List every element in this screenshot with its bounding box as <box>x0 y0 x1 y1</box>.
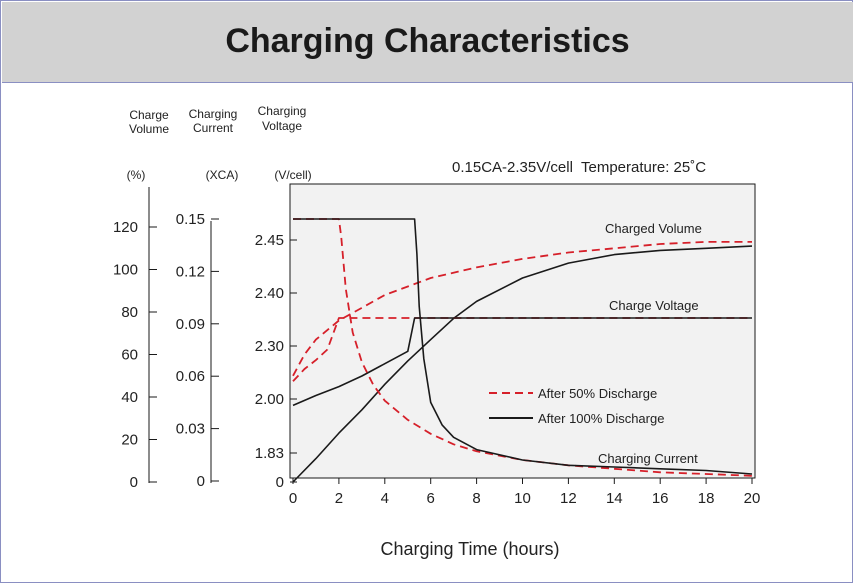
voltage-tick-label: 2.00 <box>255 391 284 408</box>
x-axis-title: Charging Time (hours) <box>380 539 559 559</box>
current-axis-unit: (XCA) <box>206 168 239 182</box>
current-tick-label: 0.06 <box>176 368 205 385</box>
chart-conditions: 0.15CA-2.35V/cell <box>452 159 573 176</box>
x-tick-label: 10 <box>514 490 531 507</box>
current-tick-label: 0 <box>197 473 205 490</box>
voltage-tick-label: 1.83 <box>255 445 284 462</box>
x-tick-label: 2 <box>335 490 343 507</box>
x-tick-label: 6 <box>427 490 435 507</box>
current-tick-label: 0.12 <box>176 263 205 280</box>
x-tick-label: 12 <box>560 490 577 507</box>
series-line-volume-50 <box>292 240 752 377</box>
current-axis-title-2: Current <box>193 121 234 135</box>
current-tick-label: 0.15 <box>176 211 205 228</box>
voltage-axis-title-2: Voltage <box>262 119 302 133</box>
series-line-voltage-100 <box>292 317 752 407</box>
voltage-tick-label: 2.30 <box>255 338 284 355</box>
curve-label-volume: Charged Volume <box>605 221 702 236</box>
ticks-layer: 0 2 4 6 8 10 12 14 16 18 20 0 20 40 60 80 100 120 0 0.03 0.0… <box>113 211 760 507</box>
series-line-current-100 <box>293 218 753 475</box>
series-line-volume-100 <box>292 245 753 483</box>
x-tick-label: 4 <box>381 490 389 507</box>
voltage-tick-label: 2.45 <box>255 232 284 249</box>
page-title: Charging Characteristics <box>225 22 630 60</box>
volume-tick-label: 40 <box>121 389 138 406</box>
voltage-tick-label: 2.40 <box>255 285 284 302</box>
current-tick-label: 0.03 <box>176 421 205 438</box>
volume-tick-label: 80 <box>121 304 138 321</box>
volume-tick-label: 60 <box>121 347 138 364</box>
current-tick-label: 0.09 <box>176 316 205 333</box>
legend-label-100: After 100% Discharge <box>538 411 664 426</box>
chart-svg: Charge Volume Charging Current Charging … <box>113 104 760 559</box>
x-tick-label: 16 <box>652 490 669 507</box>
x-tick-label: 0 <box>289 490 297 507</box>
legend-label-50: After 50% Discharge <box>538 386 657 401</box>
x-tick-label: 20 <box>744 490 761 507</box>
voltage-axis-title-1: Charging <box>258 104 307 118</box>
series-line-current-50 <box>293 218 753 477</box>
chart-temperature: Temperature: 25˚C <box>581 159 706 176</box>
volume-tick-label: 100 <box>113 262 138 279</box>
plot-area <box>289 183 756 479</box>
x-tick-label: 8 <box>472 490 480 507</box>
volume-axis-unit: (%) <box>127 168 146 182</box>
x-tick-label: 18 <box>698 490 715 507</box>
volume-tick-label: 120 <box>113 219 138 236</box>
volume-axis-title-1: Charge <box>129 108 169 122</box>
curve-label-voltage: Charge Voltage <box>609 298 699 313</box>
volume-tick-label: 20 <box>121 432 138 449</box>
series-layer <box>292 218 753 483</box>
voltage-axis-unit: (V/cell) <box>274 168 311 182</box>
title-bar: Charging Characteristics <box>2 2 853 83</box>
volume-tick-label: 0 <box>130 474 138 491</box>
volume-axis-title-2: Volume <box>129 122 169 136</box>
x-tick-label: 14 <box>606 490 623 507</box>
curve-label-current: Charging Current <box>598 451 698 466</box>
voltage-tick-label: 0 <box>276 474 284 491</box>
current-axis-title-1: Charging <box>189 107 238 121</box>
